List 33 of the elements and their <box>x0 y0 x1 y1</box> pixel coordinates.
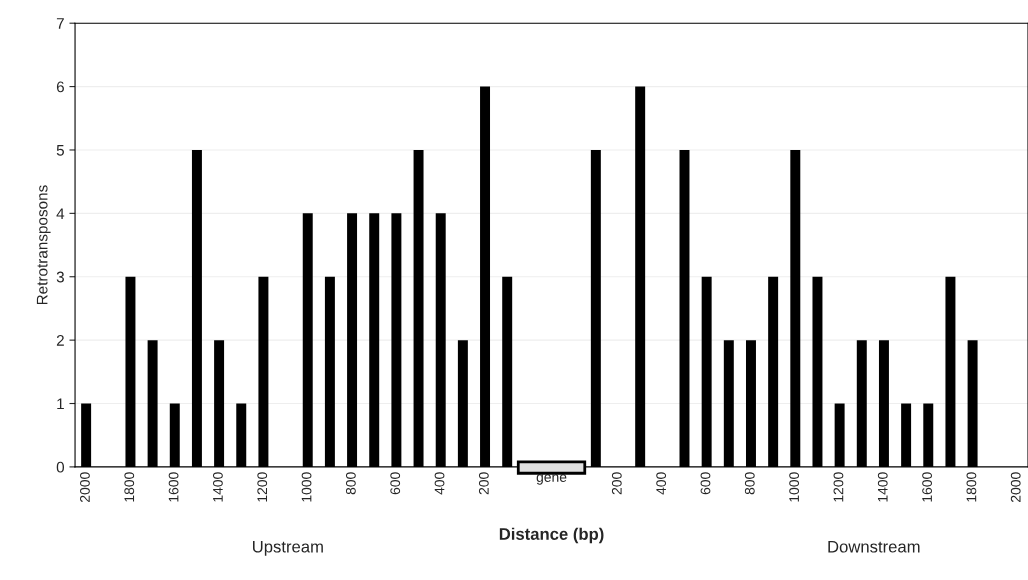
x-tick-label: 1800 <box>124 472 135 502</box>
y-tick-label: 5 <box>56 145 64 156</box>
x-tick-label: 1800 <box>966 472 977 502</box>
x-tick-label: 2000 <box>80 472 90 502</box>
x-axis-title: Distance (bp) <box>499 527 604 544</box>
x-tick-label: 1000 <box>301 472 312 502</box>
x-tick-label: 200 <box>611 472 622 495</box>
y-tick-label: 6 <box>56 81 64 93</box>
x-tick-label: 1200 <box>257 472 268 502</box>
x-tick-label: 400 <box>656 472 667 495</box>
x-tick-label: gene <box>536 474 567 485</box>
x-tick-label: 1400 <box>877 472 888 502</box>
y-tick-label: 2 <box>56 335 64 346</box>
y-tick-label: 0 <box>56 461 65 473</box>
x-tick-label: 1200 <box>833 472 844 502</box>
y-tick-label: 1 <box>57 398 64 410</box>
x-tick-label: 400 <box>434 472 445 495</box>
text: Upstream <box>253 540 323 556</box>
x-tick-label: 600 <box>700 472 711 495</box>
x-tick-label: 800 <box>744 472 755 495</box>
x-tick-label: 1400 <box>212 472 223 502</box>
text: Downstream <box>828 540 920 553</box>
x-tick-label: 200 <box>478 472 489 495</box>
x-tick-label: 800 <box>345 472 356 495</box>
x-tick-label: 1600 <box>922 472 932 502</box>
y-tick-label: 7 <box>56 18 64 29</box>
y-tick-label: 3 <box>56 271 64 283</box>
y-tick-label: 4 <box>56 208 65 219</box>
y-axis-title: Retrotransposons <box>36 185 51 305</box>
x-tick-label: 600 <box>390 472 401 495</box>
x-tick-label: 1600 <box>168 472 179 502</box>
x-tick-label: 1000 <box>789 472 800 502</box>
x-tick-label: 2000 <box>1010 472 1021 502</box>
